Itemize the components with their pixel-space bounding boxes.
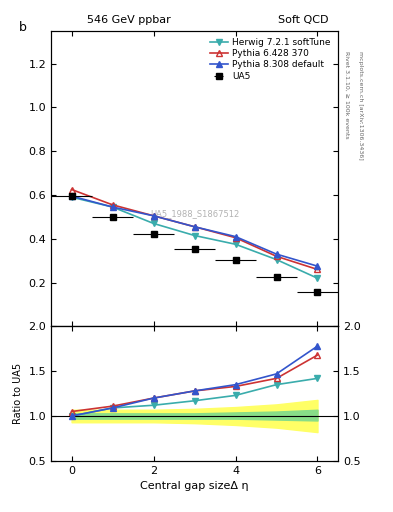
Herwig 7.2.1 softTune [192,232,197,239]
Pythia 8.308 default [110,204,115,210]
Y-axis label: Ratio to UA5: Ratio to UA5 [13,363,23,424]
Herwig 7.2.1 softTune [151,220,156,226]
Line: Pythia 6.428 370: Pythia 6.428 370 [69,187,320,272]
Herwig 7.2.1 softTune [315,275,320,281]
Pythia 6.428 370 [69,186,74,193]
Pythia 8.308 default [69,193,74,199]
Pythia 8.308 default [233,233,238,240]
Legend: Herwig 7.2.1 softTune, Pythia 6.428 370, Pythia 8.308 default, UA5: Herwig 7.2.1 softTune, Pythia 6.428 370,… [207,35,334,83]
Text: Rivet 3.1.10, ≥ 100k events: Rivet 3.1.10, ≥ 100k events [344,51,349,139]
Text: Soft QCD: Soft QCD [278,15,329,25]
Pythia 8.308 default [315,263,320,269]
Pythia 8.308 default [274,251,279,257]
Herwig 7.2.1 softTune [69,194,74,200]
Line: Herwig 7.2.1 softTune: Herwig 7.2.1 softTune [69,195,320,281]
Pythia 6.428 370 [274,253,279,260]
Text: UA5_1988_S1867512: UA5_1988_S1867512 [150,209,239,219]
Pythia 6.428 370 [315,266,320,272]
Y-axis label: b: b [18,20,26,34]
Herwig 7.2.1 softTune [274,257,279,263]
Pythia 6.428 370 [151,212,156,219]
Text: mcplots.cern.ch [arXiv:1306.3436]: mcplots.cern.ch [arXiv:1306.3436] [358,51,363,160]
Line: Pythia 8.308 default: Pythia 8.308 default [69,194,320,269]
Pythia 6.428 370 [192,224,197,230]
X-axis label: Central gap sizeΔ η: Central gap sizeΔ η [140,481,249,491]
Text: 546 GeV ppbar: 546 GeV ppbar [87,15,171,25]
Herwig 7.2.1 softTune [233,241,238,247]
Pythia 8.308 default [151,212,156,219]
Pythia 6.428 370 [110,202,115,208]
Pythia 8.308 default [192,224,197,230]
Herwig 7.2.1 softTune [110,204,115,210]
Pythia 6.428 370 [233,234,238,241]
